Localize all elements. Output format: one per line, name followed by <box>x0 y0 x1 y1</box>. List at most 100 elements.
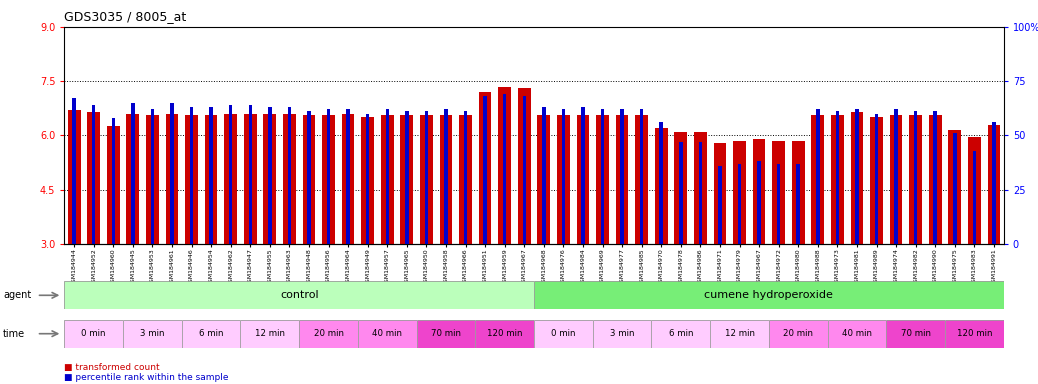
Bar <box>303 116 316 244</box>
Bar <box>498 86 511 244</box>
Bar <box>283 114 296 244</box>
Bar <box>659 122 663 244</box>
Bar <box>713 142 727 244</box>
Bar <box>385 109 389 244</box>
Text: ■ percentile rank within the sample: ■ percentile rank within the sample <box>64 373 228 382</box>
Bar <box>459 116 472 244</box>
Bar <box>307 111 310 244</box>
Bar <box>503 94 507 244</box>
Bar <box>361 117 374 244</box>
Bar <box>694 132 707 244</box>
Bar <box>342 114 355 244</box>
Bar <box>248 105 252 244</box>
Bar <box>816 109 820 244</box>
Bar <box>425 111 428 244</box>
Bar <box>733 141 746 244</box>
Bar <box>616 116 628 244</box>
Text: 12 min: 12 min <box>725 329 755 338</box>
Bar <box>850 112 864 244</box>
Bar <box>621 109 624 244</box>
Bar <box>190 107 193 244</box>
Bar <box>562 109 565 244</box>
Bar <box>953 133 957 244</box>
Bar <box>444 109 447 244</box>
Text: cumene hydroperoxide: cumene hydroperoxide <box>705 290 834 300</box>
Bar <box>812 116 824 244</box>
Text: 40 min: 40 min <box>373 329 403 338</box>
Bar <box>224 114 237 244</box>
Bar <box>518 88 530 244</box>
Bar <box>170 103 173 244</box>
Bar <box>987 124 1001 244</box>
Bar <box>577 116 590 244</box>
Text: 3 min: 3 min <box>610 329 634 338</box>
Bar <box>679 142 683 244</box>
Bar <box>327 109 330 244</box>
Bar <box>87 112 100 244</box>
Text: 20 min: 20 min <box>313 329 344 338</box>
Text: 6 min: 6 min <box>199 329 223 338</box>
Bar <box>127 114 139 244</box>
Text: 0 min: 0 min <box>551 329 576 338</box>
Bar <box>107 126 119 244</box>
Bar <box>753 139 765 244</box>
Bar <box>131 103 135 244</box>
Bar <box>909 116 922 244</box>
Bar <box>210 107 213 244</box>
Text: 0 min: 0 min <box>81 329 106 338</box>
Bar <box>890 116 902 244</box>
Text: agent: agent <box>3 290 31 300</box>
Bar <box>675 132 687 244</box>
Bar <box>933 111 937 244</box>
Bar <box>973 151 976 244</box>
Bar <box>601 109 604 244</box>
Text: 120 min: 120 min <box>957 329 992 338</box>
Bar <box>870 117 883 244</box>
Bar <box>992 122 995 244</box>
Text: ■ transformed count: ■ transformed count <box>64 363 160 372</box>
Bar <box>146 116 159 244</box>
Bar <box>381 116 393 244</box>
Bar <box>699 142 702 244</box>
Bar <box>581 107 584 244</box>
Bar <box>968 137 981 244</box>
Bar <box>776 164 781 244</box>
Bar <box>929 116 941 244</box>
Text: 120 min: 120 min <box>487 329 522 338</box>
Bar <box>322 116 335 244</box>
Bar <box>831 116 844 244</box>
Bar <box>401 116 413 244</box>
Text: 40 min: 40 min <box>842 329 872 338</box>
Bar <box>366 114 370 244</box>
Bar <box>166 114 179 244</box>
Bar <box>288 107 292 244</box>
Bar <box>542 107 546 244</box>
Bar <box>440 116 453 244</box>
Text: 12 min: 12 min <box>255 329 284 338</box>
Bar <box>655 128 667 244</box>
Bar <box>738 164 741 244</box>
Bar <box>895 109 898 244</box>
Text: 20 min: 20 min <box>784 329 813 338</box>
Bar <box>464 111 467 244</box>
Bar <box>73 98 76 244</box>
Bar <box>244 114 256 244</box>
Text: control: control <box>280 290 319 300</box>
Bar <box>151 109 155 244</box>
Bar <box>596 116 609 244</box>
Text: time: time <box>3 329 25 339</box>
Bar <box>640 109 644 244</box>
Bar <box>836 111 839 244</box>
Bar <box>557 116 570 244</box>
Bar <box>347 109 350 244</box>
Bar <box>635 116 648 244</box>
Bar <box>522 96 526 244</box>
Text: GDS3035 / 8005_at: GDS3035 / 8005_at <box>64 10 187 23</box>
Bar <box>92 105 95 244</box>
Bar <box>204 116 218 244</box>
Bar <box>758 161 761 244</box>
Text: 70 min: 70 min <box>431 329 461 338</box>
Text: 3 min: 3 min <box>140 329 165 338</box>
Bar <box>855 109 858 244</box>
Bar <box>484 96 487 244</box>
